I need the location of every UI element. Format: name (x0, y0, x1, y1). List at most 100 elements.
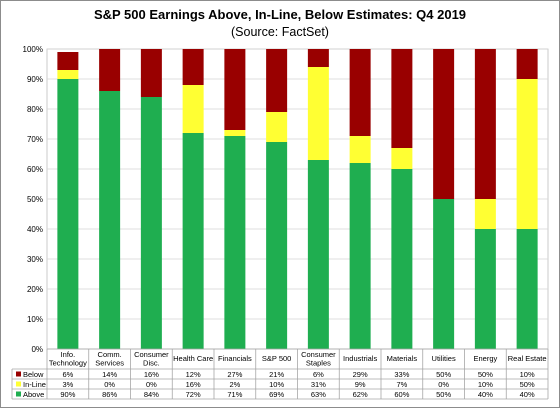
legend-swatch-above (16, 391, 21, 397)
data-label-below: 50% (478, 370, 493, 379)
data-label-in-line: 31% (311, 380, 326, 389)
bar-segment-below (433, 49, 455, 199)
data-label-above: 86% (102, 390, 117, 399)
data-label-below: 10% (520, 370, 535, 379)
data-label-in-line: 7% (396, 380, 407, 389)
y-tick-label: 40% (27, 225, 43, 234)
legend-label-in-line: In-Line (23, 380, 46, 389)
bar-segment-above (140, 97, 162, 349)
data-label-below: 21% (269, 370, 284, 379)
data-label-above: 72% (186, 390, 201, 399)
y-tick-label: 10% (27, 315, 43, 324)
bar-segment-below (224, 49, 246, 130)
x-tick-label: Comm. (98, 350, 122, 359)
bar-segment-above (516, 229, 538, 349)
x-tick-label: Materials (387, 354, 418, 363)
y-tick-label: 70% (27, 135, 43, 144)
bar-segment-above (391, 169, 413, 349)
legend-label-below: Below (23, 370, 44, 379)
bar-segment-below (266, 49, 288, 112)
x-tick-label: Industrials (343, 354, 377, 363)
y-tick-label: 50% (27, 195, 43, 204)
data-label-in-line: 3% (62, 380, 73, 389)
bar-segment-above (99, 91, 121, 349)
data-label-above: 40% (478, 390, 493, 399)
data-label-below: 6% (313, 370, 324, 379)
bar-segment-below (516, 49, 538, 79)
bar-segment-below (57, 52, 79, 70)
data-table: Info.TechnologyComm.ServicesConsumerDisc… (11, 348, 549, 400)
y-tick-label: 90% (27, 75, 43, 84)
data-label-above: 90% (60, 390, 75, 399)
x-tick-label: Real Estate (508, 354, 547, 363)
data-label-below: 14% (102, 370, 117, 379)
bar-segment-above (266, 142, 288, 349)
bar-segment-above (307, 160, 329, 349)
data-label-above: 63% (311, 390, 326, 399)
chart-subtitle: (Source: FactSet) (231, 25, 329, 39)
bar-segment-above (433, 199, 455, 349)
legend-label-above: Above (23, 390, 44, 399)
data-label-above: 60% (394, 390, 409, 399)
bar-segment-below (391, 49, 413, 148)
data-label-in-line: 10% (478, 380, 493, 389)
x-tick-label: Info. (61, 350, 76, 359)
bar-segment-above (182, 133, 204, 349)
data-label-below: 16% (144, 370, 159, 379)
x-tick-label: Technology (49, 359, 87, 368)
data-label-in-line: 2% (229, 380, 240, 389)
x-tick-label: Consumer (134, 350, 169, 359)
plot-area: 0% 10% 20% 30% 40% 50% 60% 70% 80% 90% 100% (23, 45, 549, 354)
chart-title: S&P 500 Earnings Above, In-Line, Below E… (94, 7, 466, 22)
bar-segment-below (182, 49, 204, 85)
bar-segment-in-line (349, 136, 371, 163)
data-label-above: 84% (144, 390, 159, 399)
x-tick-label: Services (95, 359, 124, 368)
bar-segment-below (307, 49, 329, 67)
data-label-above: 69% (269, 390, 284, 399)
x-tick-label: Consumer (301, 350, 336, 359)
data-label-below: 33% (394, 370, 409, 379)
data-label-below: 12% (186, 370, 201, 379)
data-label-above: 50% (436, 390, 451, 399)
x-tick-label: Financials (218, 354, 252, 363)
data-label-below: 29% (353, 370, 368, 379)
y-tick-label: 80% (27, 105, 43, 114)
bar-segment-in-line (307, 67, 329, 160)
x-tick-label: Utilities (432, 354, 456, 363)
x-tick-label: Disc. (143, 359, 160, 368)
y-tick-label: 0% (31, 345, 43, 354)
data-label-in-line: 16% (186, 380, 201, 389)
y-tick-label: 60% (27, 165, 43, 174)
y-tick-label: 100% (23, 45, 43, 54)
data-label-in-line: 0% (146, 380, 157, 389)
data-label-above: 71% (227, 390, 242, 399)
bar-segment-in-line (391, 148, 413, 169)
y-tick-label: 30% (27, 255, 43, 264)
legend-swatch-below (16, 371, 21, 377)
data-label-in-line: 0% (438, 380, 449, 389)
bar-segment-in-line (516, 79, 538, 229)
data-label-in-line: 9% (355, 380, 366, 389)
x-tick-label: Staples (306, 359, 331, 368)
y-tick-label: 20% (27, 285, 43, 294)
bar-segment-above (349, 163, 371, 349)
data-label-in-line: 0% (104, 380, 115, 389)
bar-segment-below (99, 49, 121, 91)
bar-segment-in-line (57, 70, 79, 79)
x-tick-label: Health Care (173, 354, 213, 363)
data-label-below: 6% (62, 370, 73, 379)
x-tick-label: Energy (473, 354, 497, 363)
x-tick-label: S&P 500 (262, 354, 291, 363)
bar-segment-above (57, 79, 79, 349)
data-label-below: 50% (436, 370, 451, 379)
bar-segment-below (349, 49, 371, 136)
bar-segment-above (474, 229, 496, 349)
bar-segment-in-line (182, 85, 204, 133)
bar-segment-in-line (224, 130, 246, 136)
bar-segment-below (474, 49, 496, 199)
data-label-below: 27% (227, 370, 242, 379)
data-label-in-line: 50% (520, 380, 535, 389)
legend-swatch-in-line (16, 381, 21, 387)
